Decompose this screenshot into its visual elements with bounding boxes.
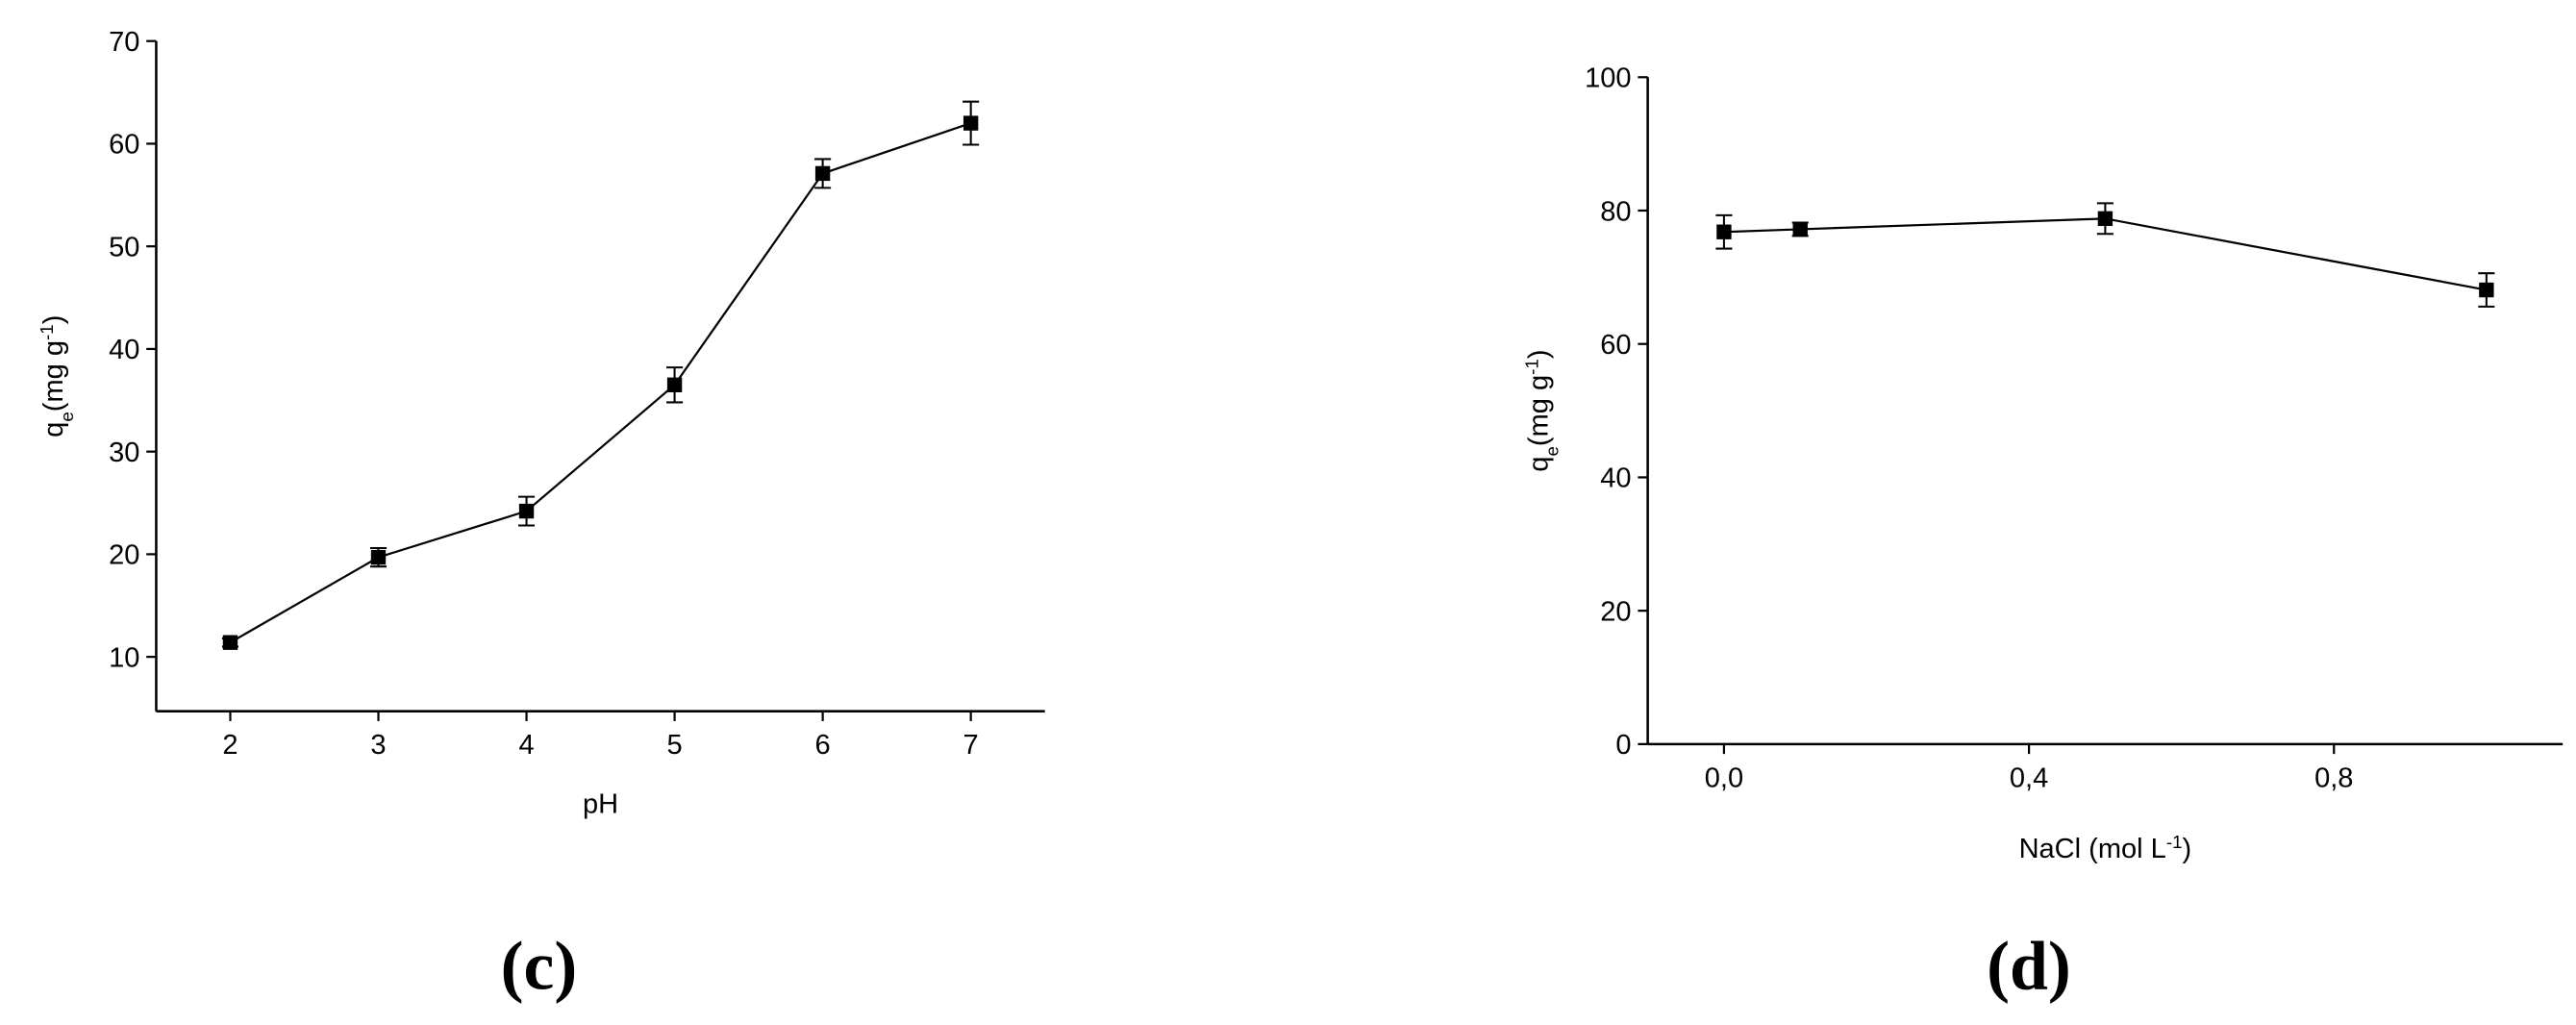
- caption: (c): [501, 927, 578, 1004]
- data-point: [2097, 211, 2113, 227]
- label-script: -1: [37, 324, 57, 340]
- data-line: [229, 122, 972, 644]
- x-tick-label: 0,4: [2010, 762, 2048, 793]
- x-tick-label: 4: [518, 730, 534, 761]
- label-part: q: [1523, 457, 1554, 472]
- y-tick-label: 30: [109, 438, 139, 468]
- label-script: e: [57, 412, 77, 421]
- label-part: q: [38, 422, 69, 438]
- y-tick-label: 80: [1600, 196, 1631, 227]
- data-line: [1723, 217, 2488, 291]
- y-tick-label: 50: [109, 232, 139, 262]
- y-tick-label: 0: [1615, 730, 1631, 761]
- y-tick-label: 100: [1585, 63, 1631, 94]
- x-tick-label: 2: [222, 730, 238, 761]
- label-part: (mg g: [38, 340, 69, 412]
- label-script: -1: [2166, 831, 2183, 851]
- y-tick-label: 60: [109, 130, 139, 161]
- label-part: pH: [583, 789, 618, 820]
- chart: 10 20 30 40 50 60 70 2 3 4 5 6 7 pH qe(mg g-1) (c): [37, 27, 1045, 1004]
- caption: (d): [1987, 927, 2071, 1004]
- y-axis-label: qe(mg g-1): [1521, 349, 1562, 471]
- data-point: [1792, 221, 1808, 238]
- y-tick-label: 20: [1600, 596, 1631, 627]
- data-point: [518, 503, 535, 519]
- x-tick-label: 5: [667, 730, 683, 761]
- x-tick-label: 0,8: [2314, 762, 2353, 793]
- x-tick-label: 3: [370, 730, 386, 761]
- data-point: [814, 165, 831, 182]
- label-script: e: [1541, 446, 1562, 456]
- label-part: ): [2183, 834, 2192, 864]
- data-point: [1716, 224, 1732, 239]
- label-part: (mg g: [1523, 375, 1554, 446]
- label-part: NaCl (mol L: [2019, 834, 2166, 864]
- data-point: [370, 549, 387, 565]
- y-tick-label: 60: [1600, 330, 1631, 361]
- label-script: -1: [1521, 359, 1541, 375]
- data-point: [963, 115, 979, 131]
- x-axis-label: NaCl (mol L-1): [2019, 831, 2192, 863]
- data-point: [666, 377, 683, 392]
- data-point: [222, 635, 238, 650]
- y-tick-label: 70: [109, 27, 139, 58]
- x-tick-label: 0,0: [1705, 762, 1743, 793]
- x-tick-label: 6: [815, 730, 831, 761]
- y-tick-label: 20: [109, 540, 139, 571]
- y-tick-label: 10: [109, 642, 139, 673]
- x-axis-label: pH: [583, 789, 618, 820]
- x-tick-label: 7: [963, 730, 979, 761]
- data-point: [2479, 282, 2494, 298]
- label-part: ): [1523, 349, 1554, 359]
- label-part: ): [38, 315, 69, 325]
- y-tick-label: 40: [109, 335, 139, 365]
- y-tick-label: 40: [1600, 463, 1631, 494]
- y-axis-label: qe(mg g-1): [37, 315, 77, 438]
